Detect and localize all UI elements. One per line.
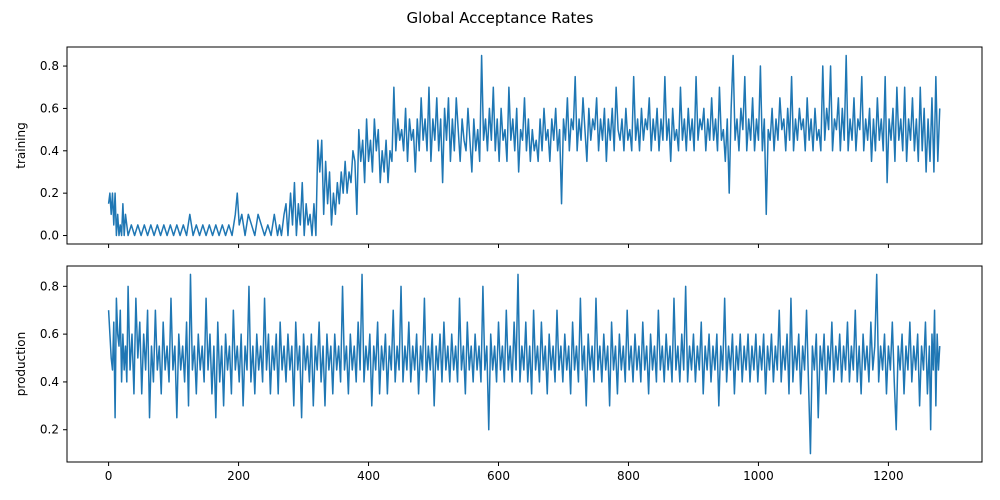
production-x-tick-label: 600	[487, 469, 510, 483]
production-x-tick-label: 400	[357, 469, 380, 483]
training-y-tick-label: 0.2	[40, 186, 59, 200]
production-x-tick-label: 200	[227, 469, 250, 483]
production-series-line	[107, 273, 941, 455]
production-y-tick-label: 0.4	[40, 375, 59, 389]
production-axes-frame	[66, 265, 983, 463]
training-series-line	[107, 54, 941, 237]
training-y-tick-label: 0.8	[40, 59, 59, 73]
training-y-tick-label: 0.0	[40, 229, 59, 243]
production-x-tick-label: 1200	[873, 469, 904, 483]
production-y-tick-label: 0.2	[40, 423, 59, 437]
training-y-axis-label: training	[14, 122, 28, 169]
production-panel: 0 200 400 600 800 1000 1200 0.2 0.4 0.6 0.8 product…	[14, 265, 983, 483]
figure-title: Global Acceptance Rates	[407, 9, 594, 27]
production-x-tick-label: 800	[617, 469, 640, 483]
production-y-axis-label: production	[14, 332, 28, 396]
production-y-tick-label: 0.6	[40, 327, 59, 341]
production-x-tick-label: 0	[105, 469, 113, 483]
training-axes-frame	[66, 46, 983, 245]
production-x-tick-label: 1000	[743, 469, 774, 483]
training-y-tick-label: 0.6	[40, 101, 59, 115]
training-y-tick-label: 0.4	[40, 144, 59, 158]
training-panel: 0.0 0.2 0.4 0.6 0.8 training	[14, 46, 983, 248]
production-y-tick-label: 0.8	[40, 279, 59, 293]
